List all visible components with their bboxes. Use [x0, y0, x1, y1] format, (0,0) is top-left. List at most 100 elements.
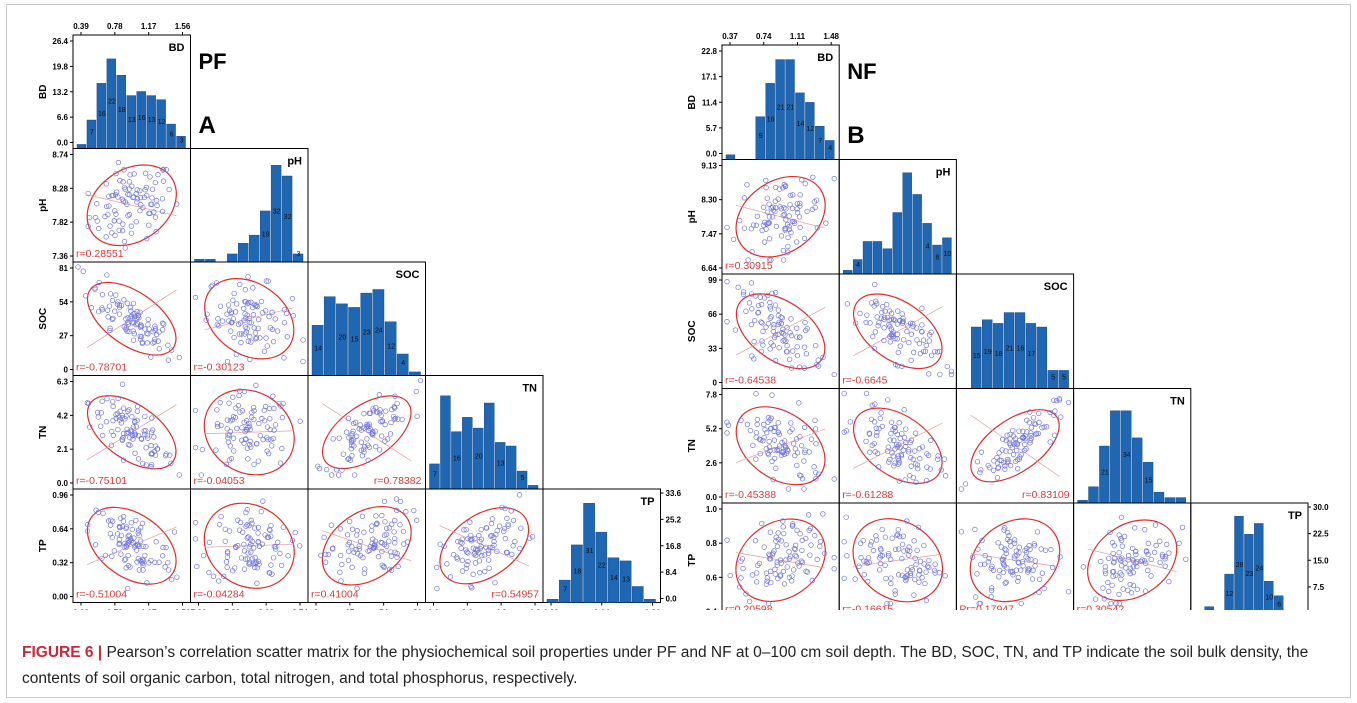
scatter-point [268, 522, 274, 529]
scatter-point [251, 525, 258, 531]
scatter-point [84, 400, 90, 406]
scatter-point [775, 429, 781, 435]
scatter-point [768, 205, 774, 211]
scatter-point [98, 423, 104, 429]
scatter-point [109, 297, 116, 304]
scatter-point [812, 204, 818, 211]
scatter-point [892, 591, 898, 597]
scatter-point [139, 520, 146, 526]
scatter-point [123, 524, 130, 530]
scatter-point [1102, 568, 1108, 574]
scatter-point [109, 230, 115, 236]
scatter-point [977, 469, 983, 476]
histogram-bar-label: 32 [284, 214, 292, 221]
scatter-point [1128, 590, 1135, 596]
panel-letter: A [199, 112, 216, 139]
scatter-point [285, 553, 291, 559]
scatter-point [926, 564, 932, 571]
variable-label: BD [169, 42, 185, 54]
scatter-point [1123, 565, 1129, 571]
scatter-point [916, 446, 923, 452]
scatter-point [974, 571, 980, 577]
scatter-point [354, 528, 360, 534]
scatter-point [994, 475, 1001, 481]
scatter-point [149, 195, 155, 201]
scatter-point [345, 415, 352, 421]
correlation-label: r=-0.61288 [842, 489, 893, 501]
y-tick-label: 6.6 [57, 113, 69, 122]
scatter-point [238, 339, 244, 346]
histogram-bar-label: 13 [148, 117, 156, 124]
scatter-point [814, 225, 821, 231]
scatter-point [743, 591, 749, 597]
scatter-point [1010, 427, 1016, 434]
scatter-point [111, 548, 117, 554]
scatter-point [230, 414, 237, 420]
scatter-point [766, 214, 773, 220]
scatter-point [989, 585, 995, 591]
scatter-point [144, 330, 150, 336]
scatter-point [266, 450, 272, 457]
scatter-point [751, 356, 757, 362]
scatter-point [126, 179, 133, 185]
scatter-point [1031, 543, 1038, 549]
scatter-point [756, 560, 763, 567]
y-tick-label: 19.8 [52, 62, 68, 71]
scatter-point [148, 354, 154, 360]
scatter-point [373, 513, 379, 519]
scatter-point [125, 408, 131, 414]
scatter-point [391, 416, 397, 422]
scatter-point [769, 214, 776, 220]
scatter-point [738, 558, 744, 564]
scatter-point [868, 300, 875, 306]
scatter-point [259, 415, 265, 422]
scatter-point [324, 466, 330, 473]
histogram-bar-label: 10 [1265, 594, 1273, 601]
scatter-point [864, 312, 870, 318]
scatter-point [896, 442, 902, 448]
scatter-point [808, 436, 815, 442]
scatter-point [152, 443, 159, 449]
y-tick-label: 7.82 [52, 218, 68, 227]
correlation-label: r=-0.51004 [76, 589, 127, 601]
scatter-point [478, 543, 484, 549]
scatter-point [472, 535, 478, 542]
x-tick-label: 7.36 [191, 609, 207, 611]
scatter-point [852, 320, 859, 326]
scatter-point [245, 424, 251, 430]
scatter-point [149, 451, 155, 457]
scatter-point [223, 461, 230, 467]
scatter-point [1016, 428, 1022, 434]
scatter-point [896, 478, 902, 484]
scatter-point [753, 434, 759, 440]
scatter-point [765, 600, 772, 607]
scatter-point [273, 546, 279, 552]
scatter-point [248, 339, 254, 345]
scatter-point [737, 218, 743, 224]
scatter-point [365, 457, 371, 463]
scatter-point [879, 526, 885, 533]
scatter-point [133, 517, 139, 524]
scatter-point [1098, 558, 1104, 565]
scatter-point [872, 449, 878, 455]
scatter-point [894, 321, 901, 327]
scatter-point [266, 313, 272, 320]
regression-line [87, 194, 177, 217]
scatter-point [1106, 555, 1112, 562]
scatter-point [504, 515, 510, 522]
scatter-point [113, 292, 119, 298]
correlation-label: r=0.30542 [1077, 604, 1125, 611]
scatter-point [216, 323, 222, 329]
scatter-point [263, 278, 269, 284]
scatter-point [376, 447, 383, 453]
x-tick-label: 0.64 [594, 609, 610, 611]
scatter-point [477, 570, 483, 576]
scatter-point [958, 529, 965, 535]
scatter-point [107, 291, 114, 297]
histogram-bar [227, 253, 238, 263]
scatter-point [475, 546, 481, 553]
scatter-point [1014, 441, 1021, 448]
scatter-point [251, 461, 257, 468]
scatter-point [459, 568, 466, 574]
scatter-point [395, 416, 401, 422]
